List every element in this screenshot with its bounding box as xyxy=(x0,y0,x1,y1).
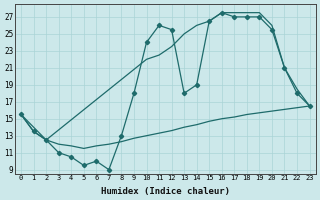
X-axis label: Humidex (Indice chaleur): Humidex (Indice chaleur) xyxy=(101,187,230,196)
